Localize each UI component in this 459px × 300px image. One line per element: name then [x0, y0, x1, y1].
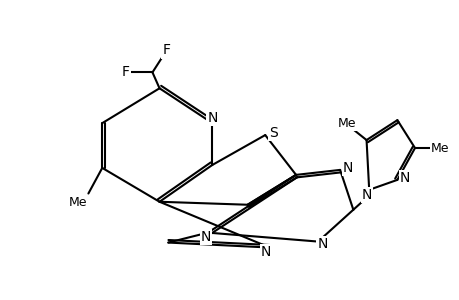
Text: S: S — [269, 126, 278, 140]
Text: Me: Me — [68, 196, 87, 208]
Text: N: N — [317, 237, 327, 251]
Text: N: N — [342, 161, 352, 175]
Text: N: N — [399, 171, 409, 185]
Text: Me: Me — [430, 142, 448, 154]
Text: N: N — [361, 188, 371, 202]
Text: N: N — [207, 111, 217, 125]
Text: N: N — [200, 230, 211, 244]
Text: Me: Me — [337, 117, 356, 130]
Text: F: F — [122, 65, 130, 80]
Text: F: F — [162, 44, 170, 58]
Text: N: N — [260, 245, 271, 259]
